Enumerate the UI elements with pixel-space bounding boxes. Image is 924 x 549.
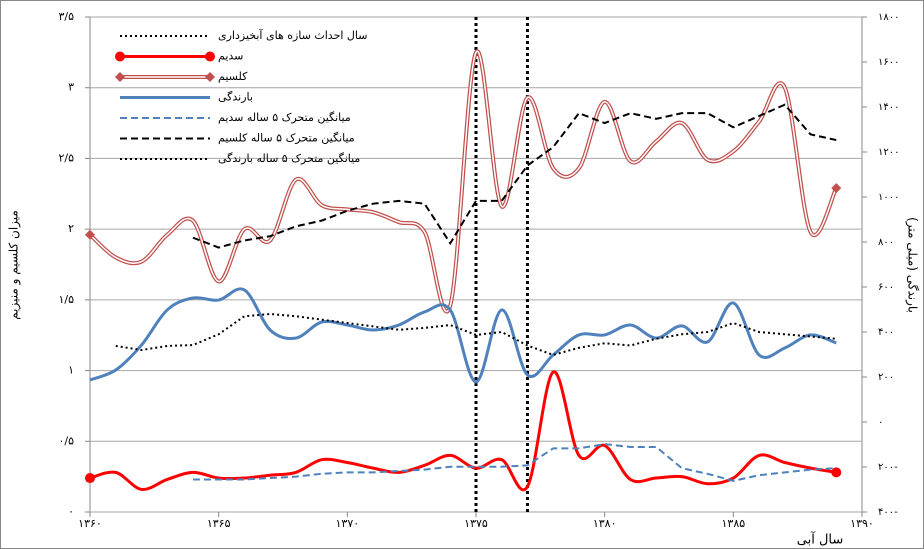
y2-axis-label: بارندگی (میلی متر) [905, 217, 920, 313]
legend-marker [115, 72, 125, 82]
y2-tick-label: ۱۰۰۰ [878, 192, 899, 203]
series-line-inner [89, 50, 837, 313]
legend-label: سدیم [218, 50, 243, 63]
series-line [89, 370, 837, 492]
y-tick-label: ۲/۵ [58, 151, 74, 164]
series-line [89, 287, 837, 384]
series-line [192, 443, 837, 482]
y-tick-label: ۰ [68, 505, 74, 518]
y-tick-label: ۳ [68, 81, 74, 94]
legend-marker [205, 51, 215, 62]
x-tick-label: ۱۳۶۵ [207, 517, 231, 530]
x-tick-label: ۱۳۶۰ [78, 517, 102, 530]
x-tick-label: ۱۳۸۰ [593, 517, 617, 530]
x-axis-label: سال آبی [797, 531, 844, 548]
y2-tick-label: ۱۴۰۰ [878, 102, 899, 113]
legend-marker [205, 72, 215, 82]
y-tick-label: ۰/۵ [58, 434, 74, 447]
y2-tick-label: ۲۰۰- [878, 462, 898, 473]
legend-label: کلسیم [218, 70, 248, 83]
point-marker [831, 183, 842, 194]
y2-tick-label: ۰ [878, 417, 883, 428]
y2-tick-label: ۱۲۰۰ [878, 147, 899, 158]
point-marker [831, 467, 842, 478]
legend-label: میانگین متحرک ۵ ساله کلسیم [218, 132, 355, 145]
y2-tick-label: ۲۰۰ [878, 372, 894, 383]
x-tick-label: ۱۳۷۵ [464, 517, 488, 530]
y-tick-label: ۲ [68, 222, 74, 235]
legend-label: میانگین متحرک ۵ ساله سدیم [218, 111, 351, 124]
point-marker [85, 229, 95, 240]
y2-tick-label: ۸۰۰ [878, 237, 894, 248]
x-tick-label: ۱۳۷۰ [336, 517, 360, 530]
x-tick-label: ۱۳۸۵ [722, 517, 746, 530]
y2-tick-label: ۱۸۰۰ [878, 12, 899, 23]
legend-marker [115, 51, 125, 62]
legend-label: سال احداث سازه های آبخیزداری [218, 28, 367, 42]
legend-label: بارندگی [218, 91, 253, 104]
y2-tick-label: ۴۰۰ [878, 327, 894, 338]
y-axis-label: میزان کلسیم و منیزیم [7, 210, 22, 320]
y-tick-label: ۱ [68, 364, 74, 377]
y2-tick-label: ۴۰۰- [878, 507, 898, 518]
x-tick-label: ۱۳۹۰ [850, 517, 874, 530]
legend-label: میانگین متحرک ۵ ساله بارندگی [218, 152, 360, 165]
series-line [115, 312, 837, 357]
y-tick-label: ۳/۵ [58, 10, 74, 23]
y-tick-label: ۱/۵ [58, 293, 74, 306]
point-marker [85, 473, 95, 484]
y2-tick-label: ۱۶۰۰ [878, 57, 899, 68]
series-line [192, 103, 837, 249]
y2-tick-label: ۶۰۰ [878, 282, 894, 293]
